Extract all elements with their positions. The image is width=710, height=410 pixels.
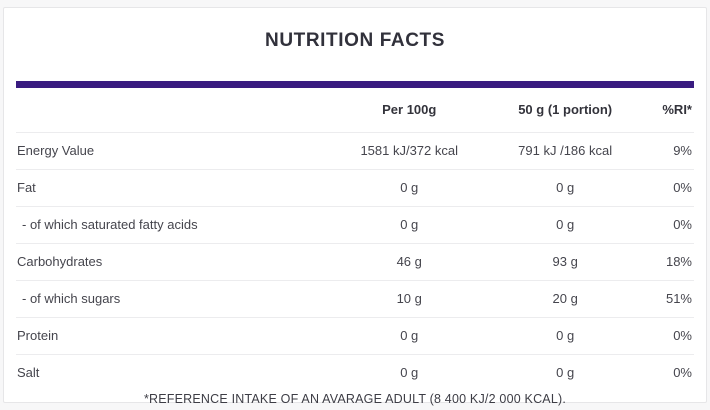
value-ri: 0% [673,365,692,381]
value-portion: 0 g [497,206,633,244]
value-ri: 51% [632,280,694,318]
table-row: - of which sugars 10 g 20 g 51% [16,280,694,318]
value-portion: 20 g [497,280,633,318]
column-header-empty [16,88,322,133]
value-ri: 0% [632,317,694,355]
column-header-portion: 50 g (1 portion) [497,88,633,133]
value-per-100g: 0 g [321,206,498,244]
value-ri: 9% [632,132,694,170]
row-label: Salt [17,365,40,381]
nutrition-table-header: Per 100g 50 g (1 portion) %RI* [16,88,694,133]
header-row: Per 100g 50 g (1 portion) %RI* [16,88,694,133]
row-label: Energy Value [16,132,322,170]
value-per-100g: 1581 kJ/372 kcal [321,132,498,170]
value-ri: 0% [632,206,694,244]
value-per-100g: 0 g [400,365,419,381]
reference-intake-note: *REFERENCE INTAKE OF AN AVARAGE ADULT (8… [143,392,567,406]
value-portion: 93 g [497,243,633,281]
value-portion: 0 g [497,169,633,207]
nutrition-facts-card: NUTRITION FACTS Per 100g 50 g (1 portion… [3,7,707,406]
column-header-per-100g: Per 100g [321,88,498,133]
value-per-100g: 0 g [321,317,498,355]
value-per-100g: 0 g [321,169,498,207]
value-ri: 18% [632,243,694,281]
row-label: Carbohydrates [16,243,322,281]
accent-divider [16,81,694,88]
card-title: NUTRITION FACTS [265,30,445,51]
value-portion: 0 g [497,317,633,355]
value-per-100g: 46 g [321,243,498,281]
table-row: Energy Value 1581 kJ/372 kcal 791 kJ /186 … [16,132,694,170]
table-row: Salt 0 g 0 g 0% [16,354,694,391]
table-row: Carbohydrates 46 g 93 g 18% [16,243,694,281]
row-label: Fat [16,169,322,207]
row-label: - of which saturated fatty acids [16,206,322,244]
column-header-ri: %RI* [632,88,694,133]
nutrition-table: Per 100g 50 g (1 portion) %RI* Energy Va… [16,88,694,391]
row-label: - of which sugars [16,280,322,318]
value-per-100g: 10 g [321,280,498,318]
value-portion: 0 g [556,365,575,381]
row-label: Protein [16,317,322,355]
nutrition-table-body: Energy Value 1581 kJ/372 kcal 791 kJ /186 … [16,132,694,391]
value-portion: 791 kJ /186 kcal [497,132,633,170]
value-ri: 0% [632,169,694,207]
